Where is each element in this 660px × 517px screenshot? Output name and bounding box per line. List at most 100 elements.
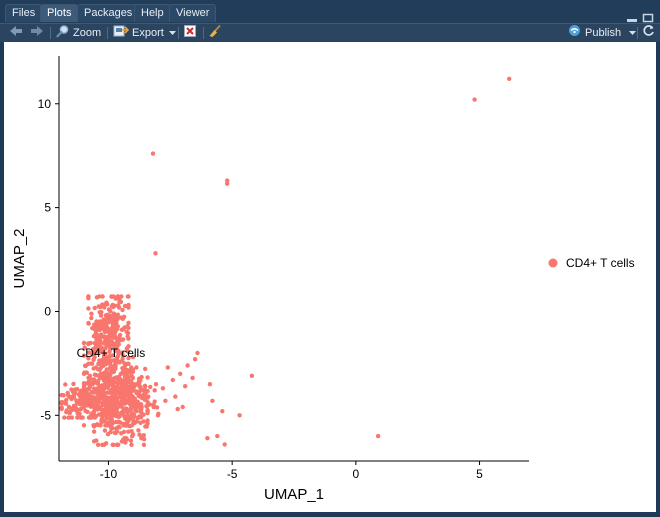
data-point bbox=[97, 404, 102, 409]
data-point bbox=[111, 304, 116, 310]
data-point bbox=[91, 409, 97, 414]
data-point bbox=[74, 400, 80, 405]
tab-packages[interactable]: Packages bbox=[77, 4, 140, 22]
data-point bbox=[143, 391, 148, 396]
data-point bbox=[98, 371, 103, 377]
data-point bbox=[103, 441, 109, 446]
data-point bbox=[134, 419, 139, 424]
refresh-button[interactable] bbox=[642, 25, 655, 41]
data-point bbox=[87, 400, 93, 405]
data-point bbox=[195, 350, 200, 356]
data-point bbox=[108, 417, 114, 422]
publish-icon bbox=[568, 24, 581, 42]
data-point bbox=[115, 358, 120, 363]
data-point bbox=[93, 330, 99, 336]
data-point bbox=[124, 437, 130, 442]
data-point bbox=[108, 308, 113, 314]
data-point bbox=[120, 412, 126, 417]
data-point bbox=[86, 294, 91, 299]
back-button[interactable] bbox=[9, 25, 23, 41]
data-point bbox=[120, 337, 126, 342]
data-point bbox=[100, 391, 106, 397]
maximize-icon[interactable] bbox=[642, 10, 654, 23]
tab-help-label: Help bbox=[141, 7, 164, 19]
publish-button[interactable]: Publish bbox=[568, 24, 637, 42]
data-point bbox=[116, 374, 121, 380]
y-axis-title: UMAP_2 bbox=[11, 228, 28, 288]
data-point bbox=[122, 303, 128, 309]
tab-help[interactable]: Help bbox=[134, 4, 171, 22]
data-point bbox=[121, 406, 126, 411]
data-point bbox=[71, 381, 76, 387]
data-point bbox=[86, 321, 91, 326]
data-point bbox=[126, 320, 131, 326]
data-point bbox=[126, 355, 131, 361]
data-point bbox=[98, 320, 104, 325]
data-point bbox=[87, 415, 93, 420]
tab-viewer[interactable]: Viewer bbox=[169, 4, 217, 22]
data-point bbox=[82, 345, 87, 350]
data-point bbox=[105, 422, 111, 427]
data-point bbox=[150, 402, 156, 408]
data-point bbox=[98, 340, 103, 346]
tab-viewer-label: Viewer bbox=[176, 7, 210, 19]
data-point bbox=[85, 395, 90, 400]
data-point bbox=[116, 303, 121, 308]
data-point bbox=[95, 442, 101, 447]
data-point bbox=[150, 151, 156, 156]
tab-files-label: Files bbox=[12, 7, 36, 19]
zoom-icon bbox=[56, 24, 70, 43]
data-point bbox=[69, 406, 74, 411]
data-point bbox=[130, 432, 136, 437]
data-point bbox=[110, 426, 115, 431]
data-point bbox=[155, 413, 161, 418]
remove-plot-button[interactable] bbox=[183, 24, 197, 41]
data-point bbox=[147, 402, 152, 407]
data-point bbox=[120, 353, 126, 358]
data-point bbox=[93, 322, 98, 327]
data-point bbox=[122, 386, 127, 392]
y-tick-label: 0 bbox=[44, 304, 51, 318]
data-point bbox=[108, 372, 113, 377]
data-point bbox=[109, 390, 115, 395]
data-point bbox=[78, 400, 83, 405]
data-point bbox=[124, 372, 129, 377]
data-point bbox=[103, 407, 108, 413]
data-point bbox=[75, 415, 80, 420]
data-point bbox=[102, 428, 108, 433]
forward-button[interactable] bbox=[30, 25, 44, 41]
data-point bbox=[105, 319, 111, 324]
data-point bbox=[134, 389, 139, 394]
data-point bbox=[63, 382, 68, 387]
data-point bbox=[92, 305, 97, 311]
export-icon bbox=[113, 24, 130, 43]
data-point bbox=[126, 294, 131, 299]
data-point bbox=[100, 386, 106, 392]
zoom-button[interactable]: Zoom bbox=[56, 24, 102, 43]
clear-all-plots-button[interactable] bbox=[208, 24, 222, 41]
data-point bbox=[86, 306, 91, 311]
data-point bbox=[118, 420, 123, 425]
data-point bbox=[145, 375, 150, 380]
data-point bbox=[101, 317, 106, 322]
refresh-icon bbox=[642, 24, 655, 42]
data-point bbox=[97, 333, 102, 338]
data-point bbox=[101, 411, 107, 416]
tab-plots[interactable]: Plots bbox=[40, 4, 79, 22]
data-point bbox=[178, 371, 183, 376]
data-point bbox=[124, 417, 130, 423]
data-point bbox=[375, 433, 381, 439]
zoom-label: Zoom bbox=[73, 27, 102, 39]
data-point bbox=[92, 380, 98, 385]
data-point bbox=[107, 354, 112, 359]
tab-files[interactable]: Files bbox=[5, 4, 43, 22]
data-point bbox=[249, 373, 255, 378]
toolbar-divider bbox=[203, 27, 204, 39]
minimize-icon[interactable] bbox=[626, 10, 638, 22]
export-button[interactable]: Export bbox=[113, 25, 176, 41]
x-tick-label: -10 bbox=[100, 467, 118, 481]
data-point bbox=[105, 329, 111, 334]
tab-packages-label: Packages bbox=[84, 7, 133, 19]
data-point bbox=[122, 365, 127, 371]
